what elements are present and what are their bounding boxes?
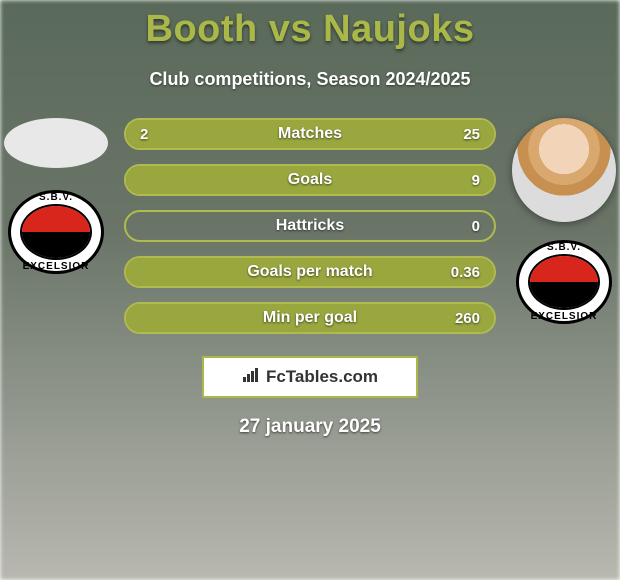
stat-label: Goals [186, 171, 434, 189]
stat-value-right: 0.36 [434, 264, 494, 281]
stat-bars: 2Matches25 Goals9 Hattricks0 Goals per matc… [116, 118, 504, 334]
player-left-column: S.B.V. EXCELSIOR [0, 118, 116, 274]
stat-value-left: 2 [126, 126, 186, 143]
player-right-club-badge: S.B.V. EXCELSIOR [516, 240, 612, 324]
player-right-avatar [512, 118, 616, 222]
brand-label: FcTables.com [266, 367, 378, 387]
player-left-club-badge: S.B.V. EXCELSIOR [8, 190, 104, 274]
date-label: 27 january 2025 [0, 416, 620, 438]
stat-label: Goals per match [186, 263, 434, 281]
chart-icon [242, 367, 260, 388]
stat-bar: Goals per match0.36 [124, 256, 496, 288]
stat-bar: Hattricks0 [124, 210, 496, 242]
stat-value-right: 260 [434, 310, 494, 327]
stat-label: Min per goal [186, 309, 434, 327]
stat-bar: 2Matches25 [124, 118, 496, 150]
page-title: Booth vs Naujoks [0, 0, 620, 51]
brand-tag: FcTables.com [202, 356, 418, 398]
subtitle: Club competitions, Season 2024/2025 [0, 69, 620, 90]
stat-value-right: 25 [434, 126, 494, 143]
stat-value-right: 9 [434, 172, 494, 189]
stat-bar: Min per goal260 [124, 302, 496, 334]
stat-label: Hattricks [186, 217, 434, 235]
stat-bar: Goals9 [124, 164, 496, 196]
stat-value-right: 0 [434, 218, 494, 235]
player-right-column: S.B.V. EXCELSIOR [504, 118, 620, 324]
player-left-avatar [4, 118, 108, 168]
stat-label: Matches [186, 125, 434, 143]
comparison-panel: S.B.V. EXCELSIOR 2Matches25 Goals9 Hattric… [0, 118, 620, 334]
